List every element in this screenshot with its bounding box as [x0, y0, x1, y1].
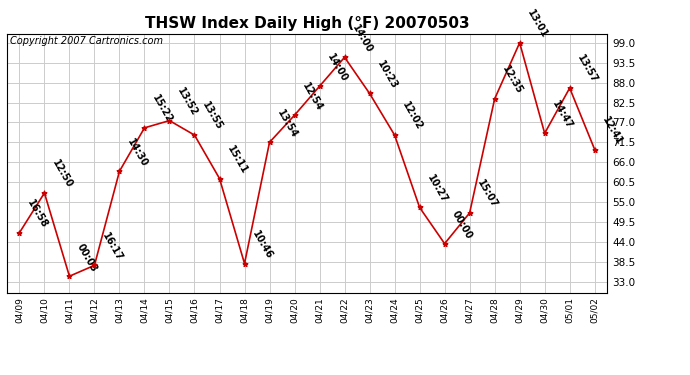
Point: [489, 96, 500, 102]
Point: [589, 147, 600, 153]
Point: [114, 168, 125, 174]
Text: 16:17: 16:17: [100, 231, 124, 262]
Text: 13:54: 13:54: [275, 108, 299, 140]
Text: 10:27: 10:27: [425, 173, 449, 205]
Text: 15:07: 15:07: [475, 178, 500, 210]
Point: [314, 83, 325, 89]
Point: [514, 40, 525, 46]
Point: [64, 273, 75, 279]
Point: [264, 140, 275, 146]
Point: [464, 210, 475, 216]
Point: [189, 132, 200, 138]
Text: 13:57: 13:57: [575, 53, 600, 85]
Point: [89, 262, 100, 268]
Text: 15:22: 15:22: [150, 93, 174, 125]
Text: 15:11: 15:11: [225, 144, 249, 176]
Text: 12:50: 12:50: [50, 158, 74, 190]
Point: [364, 90, 375, 96]
Text: 12:54: 12:54: [300, 81, 324, 112]
Point: [339, 54, 350, 60]
Text: 14:30: 14:30: [125, 136, 149, 168]
Text: 00:03: 00:03: [75, 242, 99, 273]
Title: THSW Index Daily High (°F) 20070503: THSW Index Daily High (°F) 20070503: [145, 16, 469, 31]
Text: 10:23: 10:23: [375, 59, 400, 91]
Text: 13:55: 13:55: [200, 100, 224, 132]
Text: 10:46: 10:46: [250, 229, 274, 261]
Text: 12:02: 12:02: [400, 100, 424, 132]
Text: 13:52: 13:52: [175, 86, 199, 118]
Point: [539, 130, 550, 136]
Point: [414, 204, 425, 210]
Text: 12:35: 12:35: [500, 64, 524, 96]
Text: Copyright 2007 Cartronics.com: Copyright 2007 Cartronics.com: [10, 36, 163, 46]
Point: [139, 125, 150, 131]
Text: 00:00: 00:00: [450, 209, 474, 241]
Text: 16:58: 16:58: [25, 198, 49, 230]
Text: 14:00: 14:00: [325, 52, 349, 84]
Text: 14:00: 14:00: [350, 22, 374, 54]
Point: [564, 85, 575, 91]
Point: [389, 132, 400, 138]
Point: [14, 230, 25, 236]
Text: 13:01: 13:01: [525, 8, 549, 40]
Text: 14:47: 14:47: [550, 99, 574, 130]
Point: [39, 190, 50, 196]
Text: 12:41: 12:41: [600, 115, 624, 147]
Point: [439, 241, 450, 247]
Point: [239, 261, 250, 267]
Point: [214, 176, 225, 181]
Point: [164, 118, 175, 124]
Point: [289, 112, 300, 118]
